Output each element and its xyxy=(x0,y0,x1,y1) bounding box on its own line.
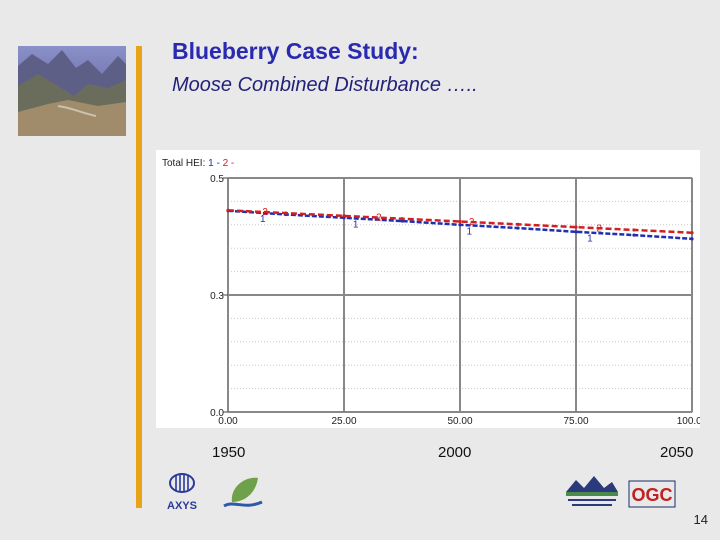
x-tick-label: 0.00 xyxy=(218,416,238,427)
series-marker-1: 1 xyxy=(260,214,266,225)
series-marker-2: 2 xyxy=(262,207,268,218)
ogc-logo: OGC xyxy=(628,480,676,513)
accent-bar xyxy=(136,46,142,508)
legend-entry-2: 2 - xyxy=(223,158,235,169)
series-marker-2: 2 xyxy=(469,217,475,228)
data-point-1 xyxy=(516,226,520,230)
mountain-valley-photo xyxy=(18,46,126,136)
ogc-logo-text: OGC xyxy=(631,485,672,505)
data-point-2 xyxy=(226,208,230,212)
axys-logo: AXYS xyxy=(156,472,208,517)
series-marker-2: 2 xyxy=(596,223,602,234)
data-point-2 xyxy=(342,214,346,218)
series-line-2 xyxy=(227,209,693,235)
year-label-1950: 1950 xyxy=(212,444,246,461)
slide-title: Blueberry Case Study: xyxy=(172,38,419,64)
year-label-2050: 2050 xyxy=(660,444,694,461)
legend-entry-1: 1 - xyxy=(208,158,222,169)
leaf-stream-logo xyxy=(222,472,264,517)
legend-prefix: Total HEI: xyxy=(162,158,208,169)
series-marker-1: 1 xyxy=(353,219,359,230)
data-point-2 xyxy=(400,217,404,221)
data-point-2 xyxy=(284,211,288,215)
data-point-1 xyxy=(574,230,578,234)
axys-logo-text: AXYS xyxy=(167,500,197,512)
y-tick-label: 0.0 xyxy=(210,408,224,419)
series-marker-1: 1 xyxy=(466,226,472,237)
data-point-1 xyxy=(632,233,636,237)
year-label-2000: 2000 xyxy=(438,444,472,461)
hei-chart: 0.0025.0050.0075.00100.000.00.30.5Total … xyxy=(156,150,700,428)
data-point-2 xyxy=(458,219,462,224)
data-point-2 xyxy=(690,231,694,235)
x-tick-label: 75.00 xyxy=(563,416,588,427)
x-tick-label: 25.00 xyxy=(331,416,356,427)
data-point-1 xyxy=(400,219,404,223)
data-point-1 xyxy=(458,223,462,227)
chart-legend: Total HEI: 1 - 2 - xyxy=(162,158,234,169)
x-tick-label: 50.00 xyxy=(447,416,472,427)
series-marker-2: 2 xyxy=(376,213,382,224)
data-point-2 xyxy=(632,228,636,232)
northern-rockies-logo xyxy=(566,474,618,513)
y-tick-label: 0.3 xyxy=(210,291,224,302)
y-tick-label: 0.5 xyxy=(210,174,224,185)
data-point-2 xyxy=(516,222,520,226)
series-marker-1: 1 xyxy=(587,234,593,245)
data-point-2 xyxy=(574,225,578,229)
data-point-1 xyxy=(690,237,694,241)
slide-subtitle: Moose Combined Disturbance ….. xyxy=(172,74,478,96)
page-number: 14 xyxy=(693,512,708,527)
x-tick-label: 100.00 xyxy=(677,416,700,427)
chart-svg: 0.0025.0050.0075.00100.000.00.30.5Total … xyxy=(162,158,700,427)
